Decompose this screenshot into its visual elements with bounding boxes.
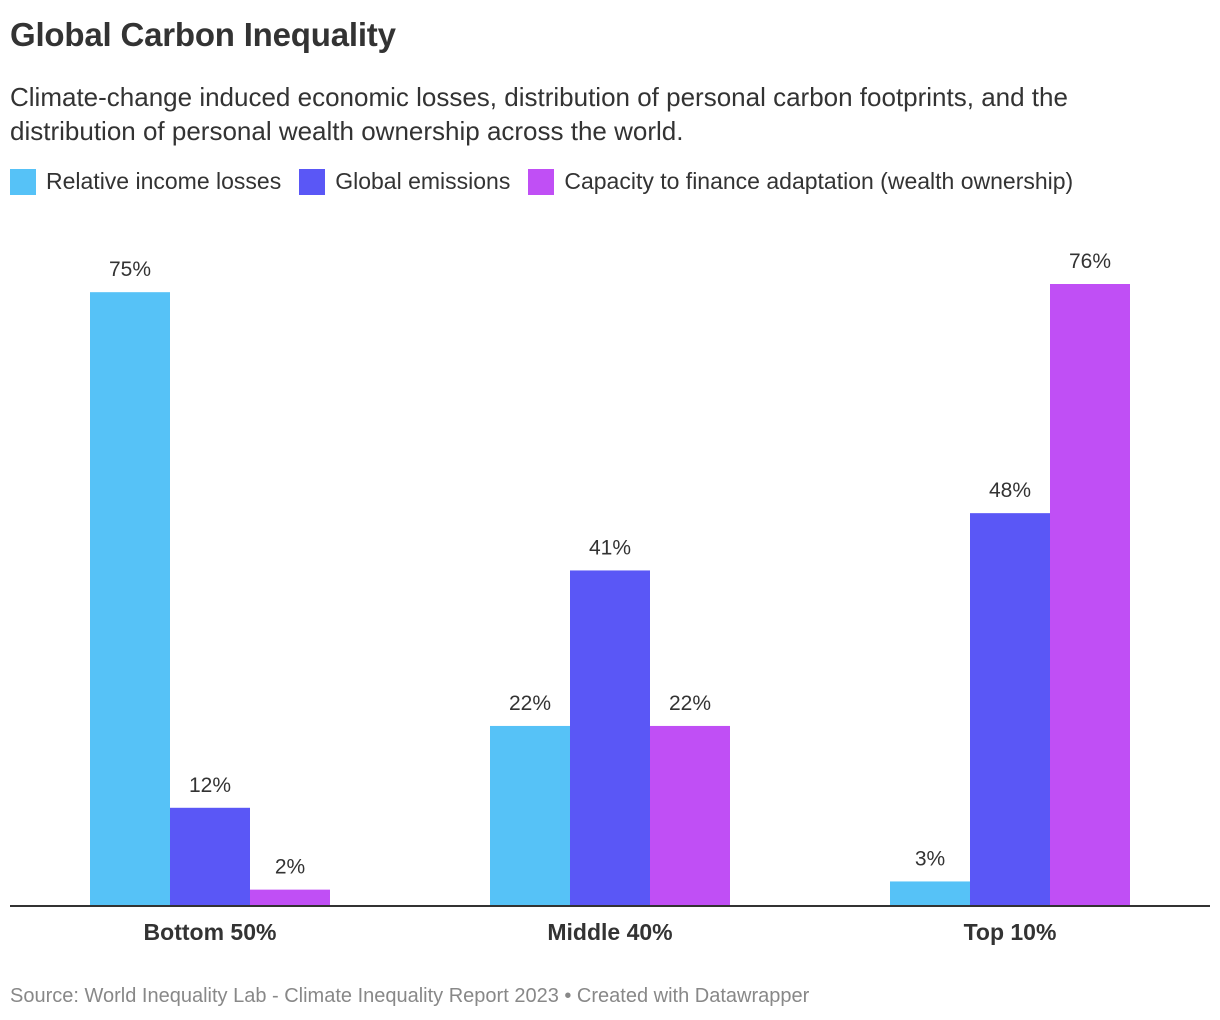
bar-bottom-50-capacity-to-finance-adaptation-wealth-ownership <box>250 889 330 906</box>
category-label-middle-40: Middle 40% <box>547 919 672 945</box>
legend-swatch-global-emissions <box>299 168 326 195</box>
chart-title: Global Carbon Inequality <box>10 16 396 53</box>
bar-middle-40-global-emissions <box>570 570 650 906</box>
legend-swatch-wealth-ownership <box>528 168 555 195</box>
chart-subtitle: Climate-change induced economic losses, … <box>10 82 1068 146</box>
category-label-bottom-50: Bottom 50% <box>144 919 277 945</box>
legend-label-income-losses: Relative income losses <box>46 168 282 194</box>
data-label-top-10-relative-income-losses: 3% <box>915 847 945 870</box>
bar-top-10-relative-income-losses <box>890 881 970 906</box>
bar-bottom-50-global-emissions <box>170 807 250 906</box>
data-label-middle-40-global-emissions: 41% <box>589 536 631 559</box>
source-note: Source: World Inequality Lab - Climate I… <box>10 985 810 1007</box>
data-label-middle-40-relative-income-losses: 22% <box>509 692 551 715</box>
data-label-top-10-global-emissions: 48% <box>989 479 1031 502</box>
data-label-top-10-capacity-to-finance-adaptation-wealth-ownership: 76% <box>1069 250 1111 273</box>
category-label-top-10: Top 10% <box>964 919 1057 945</box>
bar-middle-40-capacity-to-finance-adaptation-wealth-ownership <box>650 725 730 906</box>
bar-middle-40-relative-income-losses <box>490 725 570 906</box>
bar-top-10-global-emissions <box>970 513 1050 906</box>
legend-item-wealth-ownership: Capacity to finance adaptation (wealth o… <box>528 168 1073 195</box>
legend-item-income-losses: Relative income losses <box>10 168 281 195</box>
legend: Relative income losses Global emissions … <box>10 168 1091 195</box>
legend-label-wealth-ownership: Capacity to finance adaptation (wealth o… <box>564 168 1074 194</box>
bar-bottom-50-relative-income-losses <box>90 292 170 906</box>
data-label-bottom-50-relative-income-losses: 75% <box>109 258 151 281</box>
legend-swatch-income-losses <box>10 168 36 195</box>
bar-top-10-capacity-to-finance-adaptation-wealth-ownership <box>1050 284 1130 906</box>
legend-label-global-emissions: Global emissions <box>335 168 511 194</box>
data-label-bottom-50-global-emissions: 12% <box>189 774 231 797</box>
legend-item-global-emissions: Global emissions <box>299 168 510 195</box>
data-label-middle-40-capacity-to-finance-adaptation-wealth-ownership: 22% <box>669 692 711 715</box>
data-label-bottom-50-capacity-to-finance-adaptation-wealth-ownership: 2% <box>275 856 305 879</box>
